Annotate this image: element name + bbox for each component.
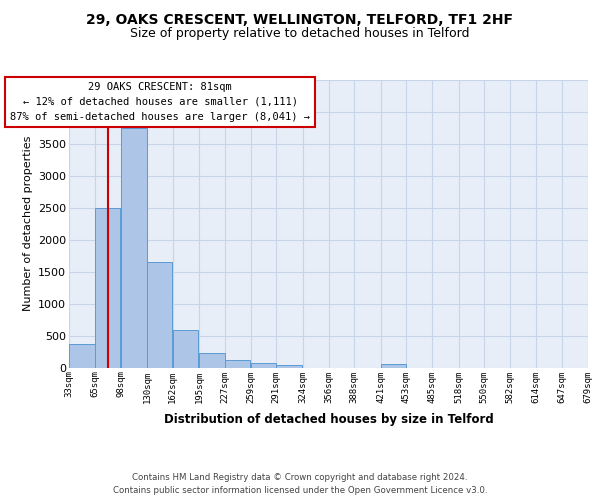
Bar (199, 353, 224, 368)
Y-axis label: Number of detached properties: Number of detached properties (23, 136, 32, 312)
Bar (121, 128, 147, 368)
Text: Distribution of detached houses by size in Telford: Distribution of detached houses by size … (164, 412, 494, 426)
Bar (69, 344, 95, 368)
Bar (251, 364, 276, 368)
Bar (277, 365, 302, 368)
Bar (95, 208, 120, 368)
Text: Contains public sector information licensed under the Open Government Licence v3: Contains public sector information licen… (113, 486, 487, 495)
Text: 29, OAKS CRESCENT, WELLINGTON, TELFORD, TF1 2HF: 29, OAKS CRESCENT, WELLINGTON, TELFORD, … (86, 12, 514, 26)
Bar (147, 262, 172, 368)
Bar (381, 364, 406, 368)
Text: Contains HM Land Registry data © Crown copyright and database right 2024.: Contains HM Land Registry data © Crown c… (132, 472, 468, 482)
Text: 29 OAKS CRESCENT: 81sqm
← 12% of detached houses are smaller (1,111)
87% of semi: 29 OAKS CRESCENT: 81sqm ← 12% of detache… (10, 82, 310, 122)
Bar (173, 330, 198, 368)
Text: Size of property relative to detached houses in Telford: Size of property relative to detached ho… (130, 28, 470, 40)
Bar (225, 360, 250, 368)
